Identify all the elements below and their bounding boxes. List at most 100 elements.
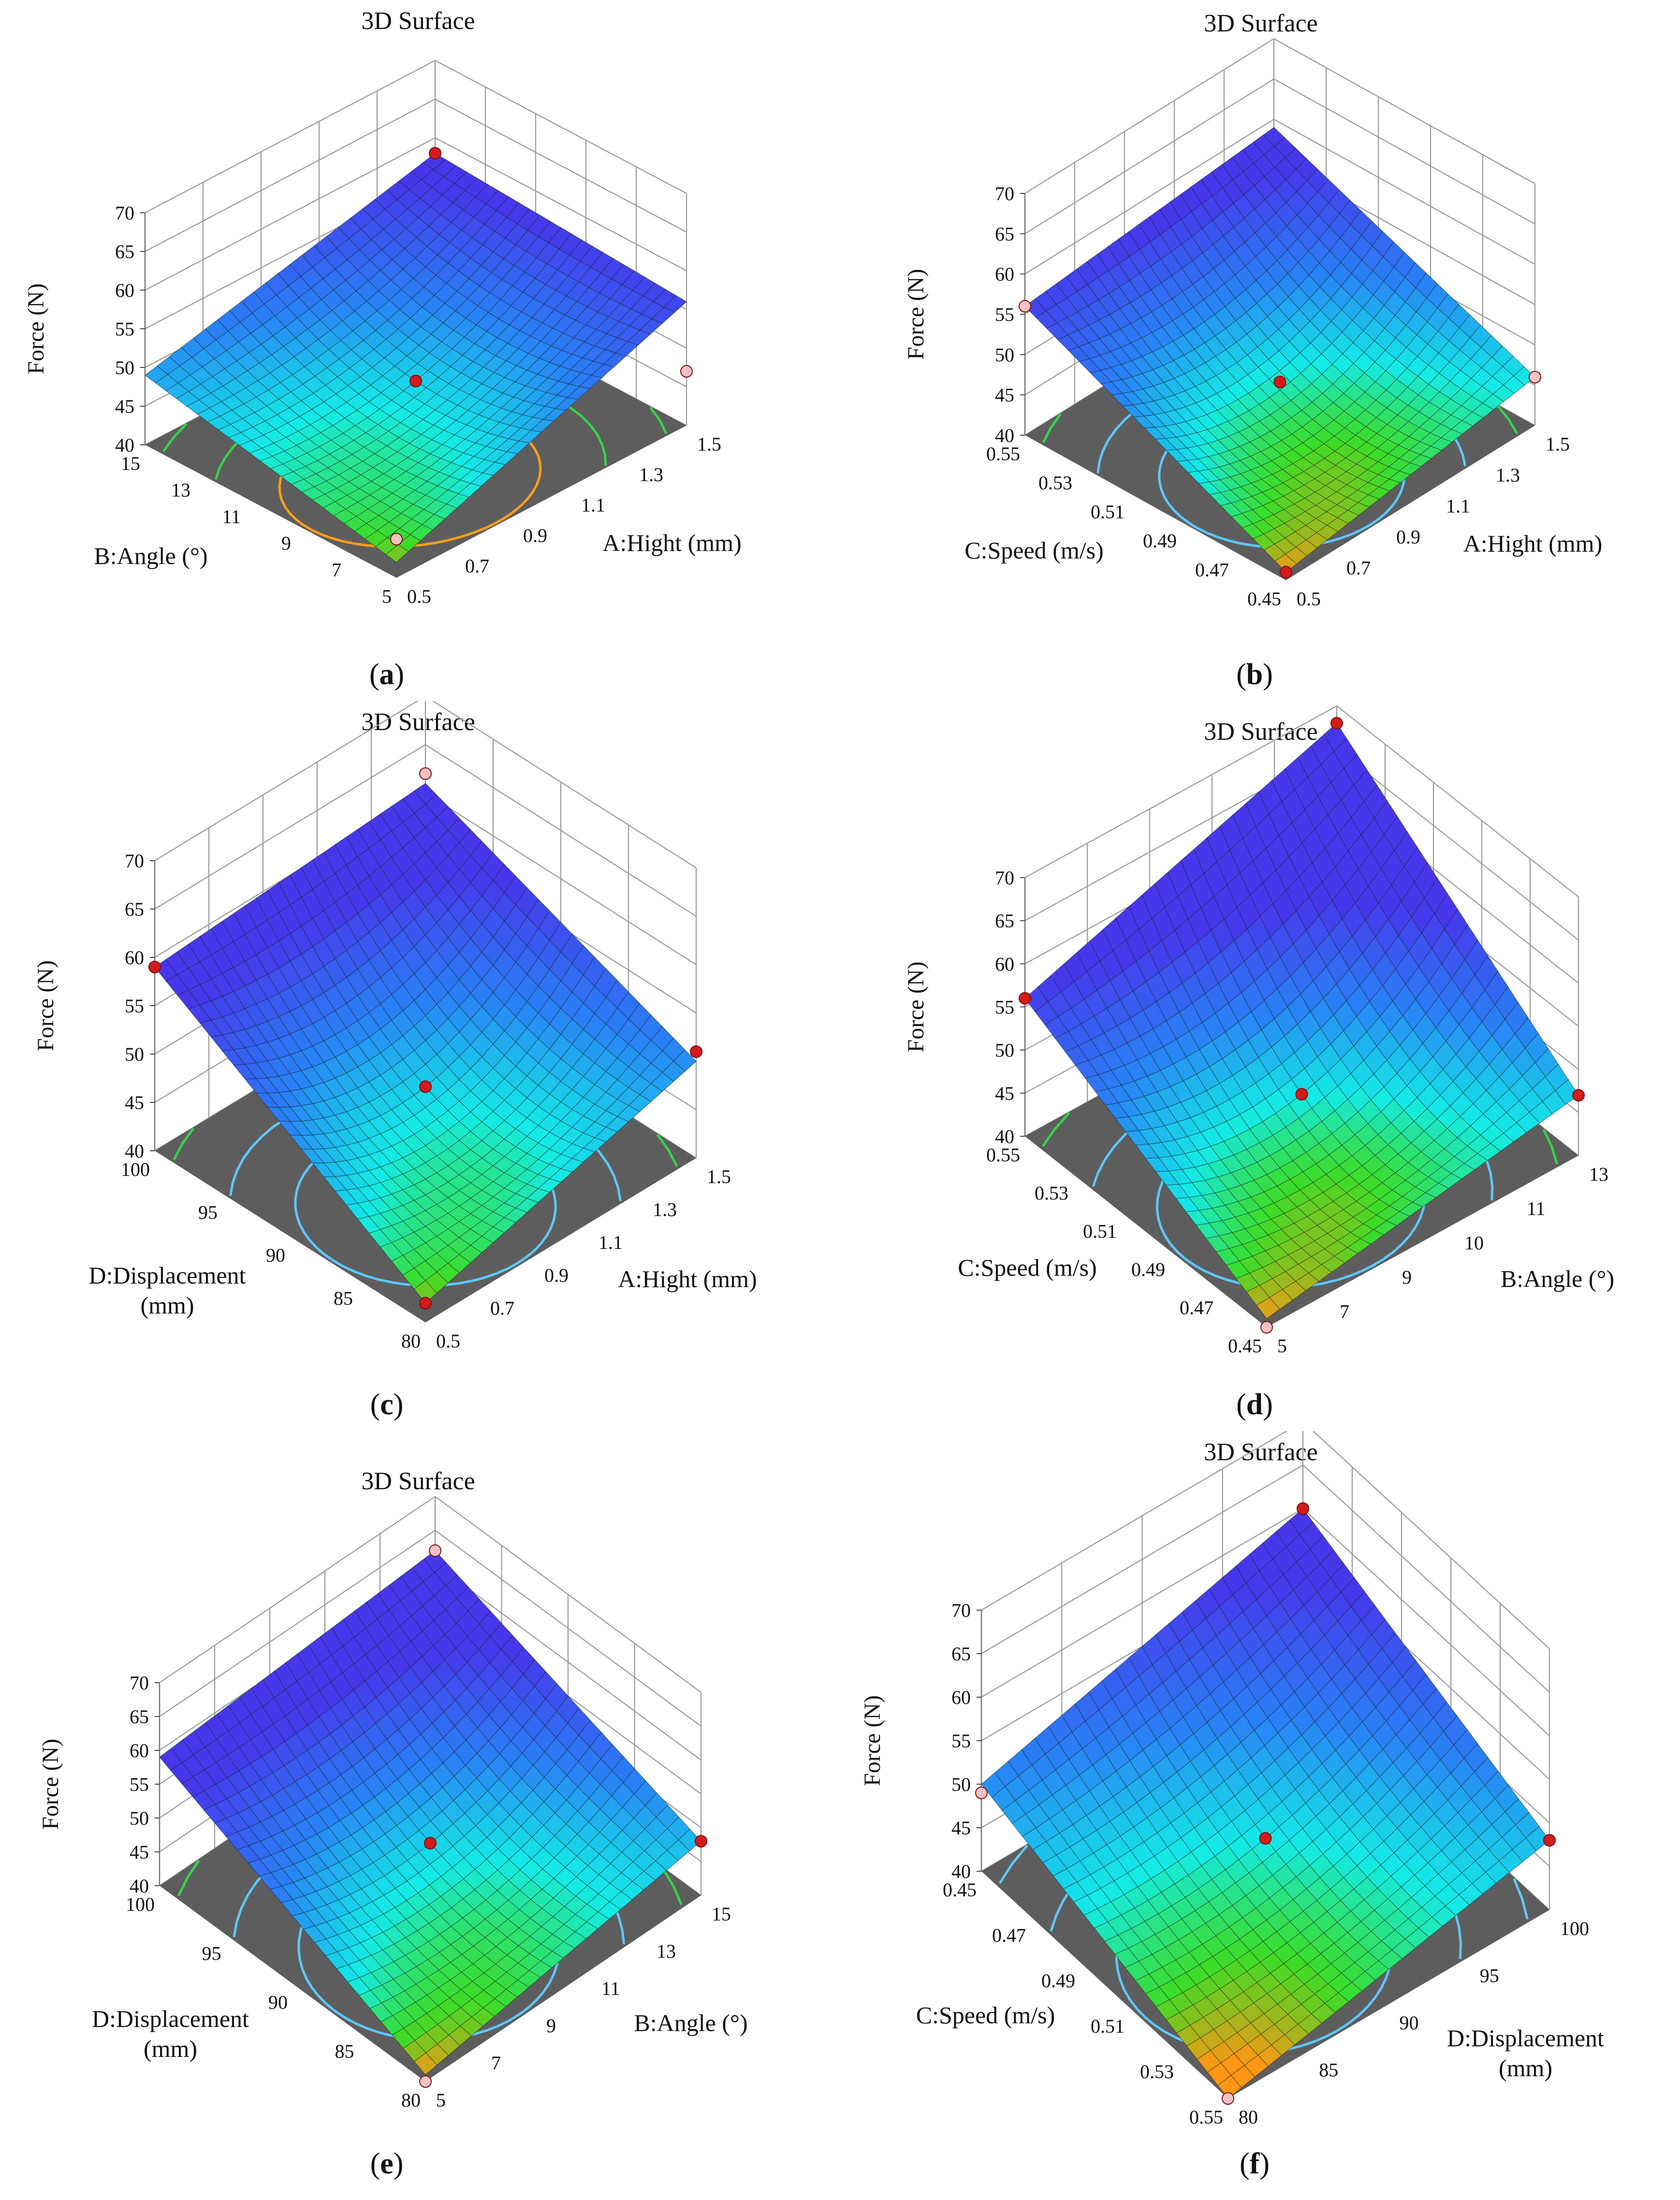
left-axis-tick-label: 7 bbox=[332, 559, 341, 581]
left-axis-tick-label: 0.53 bbox=[1038, 472, 1072, 494]
right-axis-tick-label: 1.5 bbox=[697, 433, 721, 455]
left-axis-tick-label: 13 bbox=[171, 479, 190, 501]
z-tick-label: 70 bbox=[995, 183, 1014, 205]
z-tick-label: 50 bbox=[130, 1807, 149, 1829]
caption-d: (d) bbox=[1236, 1388, 1273, 1421]
design-points bbox=[390, 147, 693, 545]
left-axis-label: C:Speed (m/s) bbox=[916, 2002, 1055, 2029]
right-axis-tick-label: 0.9 bbox=[523, 525, 547, 546]
design-point bbox=[148, 961, 161, 973]
z-tick-labels: 40 45 50 55 60 65 70 bbox=[125, 850, 155, 1162]
z-tick-label: 40 bbox=[995, 425, 1014, 446]
left-axis-tick-label: 0.49 bbox=[1143, 530, 1177, 552]
right-axis-tick-label: 1.1 bbox=[1446, 495, 1470, 517]
left-axis-tick-label: 0.47 bbox=[992, 1924, 1026, 1946]
response-surface bbox=[981, 1508, 1550, 2099]
z-tick-label: 60 bbox=[125, 947, 144, 968]
z-tick-label: 45 bbox=[951, 1817, 971, 1839]
left-axis-label: C:Speed (m/s) bbox=[964, 537, 1103, 564]
z-tick-label: 65 bbox=[951, 1643, 971, 1665]
right-axis-tick-label: 5 bbox=[1277, 1335, 1287, 1357]
right-axis-tick-label: 1.3 bbox=[653, 1199, 677, 1220]
z-tick-label: 70 bbox=[125, 850, 144, 872]
left-axis-tick-label: 0.47 bbox=[1195, 559, 1229, 581]
right-axis-tick-label: 5 bbox=[436, 2089, 446, 2111]
chart-title: 3D Surface bbox=[1204, 1438, 1317, 1466]
left-axis-tick-label: 5 bbox=[382, 586, 392, 607]
caption-e: (e) bbox=[370, 2147, 404, 2180]
left-axis-ticks: 0.55 0.53 0.51 0.49 0.47 0.45 bbox=[943, 1879, 1223, 2128]
svg-text:B:Angle (°): B:Angle (°) bbox=[1501, 1265, 1614, 1292]
left-axis-tick-label: 0.55 bbox=[986, 1144, 1020, 1166]
left-axis-tick-label: 95 bbox=[202, 1942, 221, 1964]
chart-title: 3D Surface bbox=[1204, 718, 1317, 746]
svg-text:D:Displacement: D:Displacement bbox=[89, 1261, 246, 1289]
left-axis-ticks: 0.45 0.47 0.49 0.51 0.53 0.55 bbox=[986, 1144, 1262, 1357]
left-axis-ticks: 80 85 90 95 100 bbox=[126, 1893, 421, 2111]
left-axis-label: D:Displacement (mm) bbox=[92, 2005, 249, 2062]
design-point bbox=[680, 365, 693, 378]
response-surface bbox=[159, 1550, 701, 2075]
left-axis-tick-label: 0.55 bbox=[1189, 2106, 1223, 2128]
left-axis-tick-label: 0.49 bbox=[1041, 1970, 1075, 1992]
right-axis-label: D:Displacement(mm) bbox=[1447, 2024, 1604, 2082]
z-axis-label: Force (N) bbox=[903, 269, 929, 360]
z-tick-label: 45 bbox=[125, 1092, 144, 1114]
left-axis-tick-label: 0.53 bbox=[1140, 2061, 1174, 2083]
design-point bbox=[424, 1837, 437, 1849]
z-tick-label: 50 bbox=[995, 344, 1014, 366]
right-axis-tick-label: 10 bbox=[1464, 1232, 1484, 1254]
z-axis-label: Force (N) bbox=[860, 1695, 885, 1786]
design-point bbox=[429, 147, 441, 160]
svg-text:B:Angle (°): B:Angle (°) bbox=[634, 2009, 747, 2037]
design-points bbox=[148, 767, 702, 1309]
z-tick-label: 65 bbox=[115, 241, 134, 263]
z-axis-label: Force (N) bbox=[38, 1739, 63, 1830]
right-axis-tick-label: 13 bbox=[657, 1940, 676, 1962]
z-tick-label: 45 bbox=[130, 1841, 149, 1863]
design-point bbox=[1259, 1832, 1272, 1845]
caption-a: (a) bbox=[369, 658, 405, 691]
z-tick-label: 50 bbox=[125, 1043, 144, 1065]
design-point bbox=[1297, 1502, 1309, 1515]
left-axis-label: D:Displacement(mm) bbox=[89, 1261, 246, 1319]
svg-text:(mm): (mm) bbox=[144, 2035, 197, 2062]
z-tick-label: 60 bbox=[115, 279, 134, 301]
left-axis-tick-label: 15 bbox=[121, 453, 140, 474]
z-tick-label: 65 bbox=[995, 223, 1014, 245]
z-tick-labels: 40 45 50 55 60 65 70 bbox=[951, 1599, 981, 1882]
right-axis-tick-label: 7 bbox=[491, 2052, 501, 2074]
caption-f: (f) bbox=[1240, 2147, 1270, 2180]
svg-text:D:Displacement: D:Displacement bbox=[92, 2005, 249, 2032]
right-axis-tick-label: 9 bbox=[546, 2015, 556, 2037]
z-tick-label: 60 bbox=[995, 953, 1014, 975]
left-axis-tick-label: 85 bbox=[335, 2040, 354, 2062]
left-axis-label: C:Speed (m/s) bbox=[958, 1254, 1096, 1281]
right-axis-tick-label: 0.5 bbox=[436, 1330, 460, 1352]
right-axis-tick-label: 0.5 bbox=[407, 586, 431, 607]
chart-title: 3D Surface bbox=[361, 708, 475, 736]
chart-panel-e: 3D Surface 40 45 50 55 60 65 70 Force (N) 5 7 9 11 13… bbox=[38, 1467, 748, 2111]
left-axis-tick-label: 0.53 bbox=[1035, 1182, 1068, 1204]
left-axis-tick-label: 80 bbox=[401, 1330, 421, 1352]
svg-text:B:Angle (°): B:Angle (°) bbox=[94, 542, 207, 569]
z-tick-label: 40 bbox=[115, 434, 134, 456]
svg-text:C:Speed (m/s): C:Speed (m/s) bbox=[916, 2002, 1055, 2029]
z-tick-label: 60 bbox=[995, 264, 1014, 285]
z-tick-label: 40 bbox=[130, 1875, 149, 1897]
svg-text:A:Hight (mm): A:Hight (mm) bbox=[602, 529, 741, 557]
right-axis-tick-label: 9 bbox=[1402, 1266, 1412, 1288]
z-tick-label: 60 bbox=[951, 1687, 971, 1708]
response-surface bbox=[1024, 722, 1579, 1319]
right-axis-ticks: 0.5 0.7 0.9 1.1 1.3 1.5 bbox=[436, 1166, 731, 1352]
z-tick-label: 65 bbox=[125, 898, 144, 920]
caption-c: (c) bbox=[370, 1388, 404, 1421]
z-tick-label: 65 bbox=[130, 1706, 149, 1728]
right-axis-tick-label: 90 bbox=[1400, 2012, 1419, 2034]
z-tick-label: 45 bbox=[995, 1083, 1014, 1104]
right-axis-tick-label: 0.9 bbox=[1396, 526, 1420, 548]
chart-title: 3D Surface bbox=[1204, 10, 1317, 37]
right-axis-tick-label: 11 bbox=[1527, 1198, 1546, 1219]
z-tick-label: 55 bbox=[125, 995, 144, 1017]
